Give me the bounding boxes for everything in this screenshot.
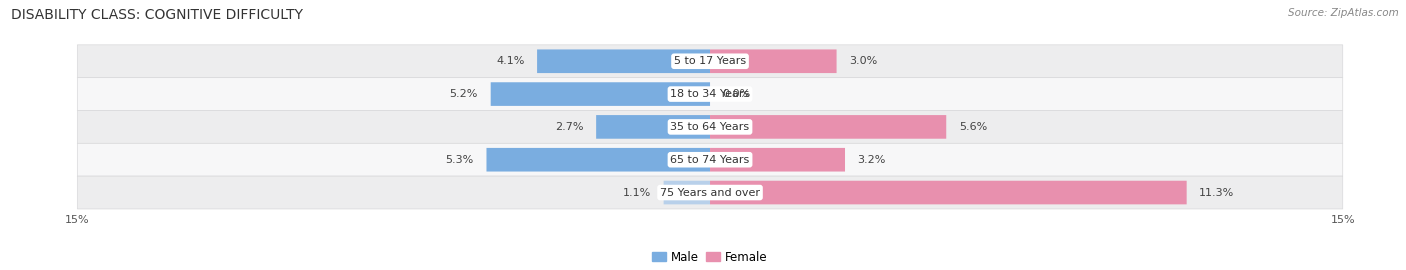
- Text: 3.2%: 3.2%: [858, 155, 886, 165]
- Text: 1.1%: 1.1%: [623, 188, 651, 198]
- FancyBboxPatch shape: [710, 181, 1187, 204]
- Text: Source: ZipAtlas.com: Source: ZipAtlas.com: [1288, 8, 1399, 18]
- Text: 3.0%: 3.0%: [849, 56, 877, 66]
- Text: 2.7%: 2.7%: [555, 122, 583, 132]
- Text: 18 to 34 Years: 18 to 34 Years: [671, 89, 749, 99]
- Text: 0.0%: 0.0%: [723, 89, 751, 99]
- Text: 75 Years and over: 75 Years and over: [659, 188, 761, 198]
- FancyBboxPatch shape: [486, 148, 710, 171]
- Text: 5 to 17 Years: 5 to 17 Years: [673, 56, 747, 66]
- FancyBboxPatch shape: [710, 115, 946, 139]
- FancyBboxPatch shape: [77, 45, 1343, 78]
- FancyBboxPatch shape: [596, 115, 710, 139]
- FancyBboxPatch shape: [77, 78, 1343, 110]
- Text: DISABILITY CLASS: COGNITIVE DIFFICULTY: DISABILITY CLASS: COGNITIVE DIFFICULTY: [11, 8, 304, 22]
- Text: 5.6%: 5.6%: [959, 122, 987, 132]
- FancyBboxPatch shape: [77, 143, 1343, 176]
- Text: 5.3%: 5.3%: [446, 155, 474, 165]
- Legend: Male, Female: Male, Female: [648, 246, 772, 268]
- FancyBboxPatch shape: [710, 148, 845, 171]
- FancyBboxPatch shape: [491, 82, 710, 106]
- Text: 11.3%: 11.3%: [1199, 188, 1234, 198]
- FancyBboxPatch shape: [664, 181, 710, 204]
- FancyBboxPatch shape: [537, 49, 710, 73]
- Text: 35 to 64 Years: 35 to 64 Years: [671, 122, 749, 132]
- Text: 5.2%: 5.2%: [450, 89, 478, 99]
- Text: 65 to 74 Years: 65 to 74 Years: [671, 155, 749, 165]
- FancyBboxPatch shape: [710, 49, 837, 73]
- FancyBboxPatch shape: [77, 176, 1343, 209]
- Text: 4.1%: 4.1%: [496, 56, 524, 66]
- FancyBboxPatch shape: [77, 110, 1343, 143]
